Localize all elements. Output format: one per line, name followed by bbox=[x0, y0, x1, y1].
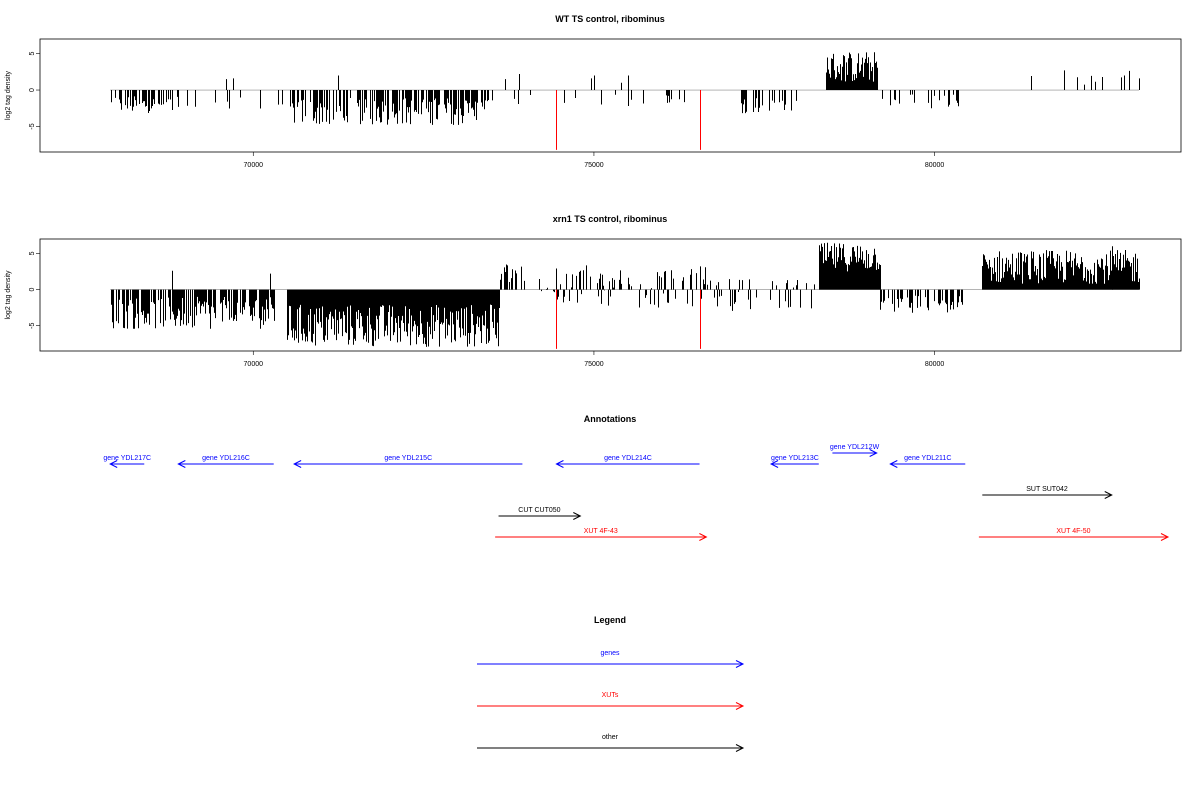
feature-gene-ydl216c: gene YDL216C bbox=[177, 455, 274, 468]
y-tick-label: 0 bbox=[29, 88, 36, 92]
panel-title: WT TS control, ribominus bbox=[555, 14, 665, 24]
legend-label: genes bbox=[600, 650, 620, 657]
legend: Legend genes XUTs other bbox=[477, 615, 745, 752]
y-tick-label: 0 bbox=[29, 288, 36, 292]
arrow-head bbox=[735, 702, 745, 710]
x-tick-label: 70000 bbox=[244, 361, 264, 368]
feature-label: gene YDL216C bbox=[202, 455, 250, 462]
panel-title: xrn1 TS control, ribominus bbox=[553, 214, 668, 224]
feature-gene-ydl214c: gene YDL214C bbox=[555, 455, 700, 468]
feature-label: gene YDL215C bbox=[384, 455, 432, 462]
feature-label: gene YDL213C bbox=[771, 455, 819, 462]
legend-label: XUTs bbox=[602, 692, 619, 699]
panel-2: xrn1 TS control, ribominus -5 0 5 log2 tag d… bbox=[5, 214, 1182, 368]
arrow-head bbox=[869, 449, 878, 457]
x-tick-label: 75000 bbox=[584, 162, 604, 169]
arrow-head bbox=[699, 533, 708, 541]
x-tick-label: 75000 bbox=[584, 361, 604, 368]
feature-cut-cut050: CUT CUT050 bbox=[498, 507, 582, 520]
arrow-head bbox=[735, 744, 745, 752]
legend-label: other bbox=[602, 734, 619, 741]
feature-gene-ydl215c: gene YDL215C bbox=[293, 455, 523, 468]
x-tick-label: 80000 bbox=[925, 162, 945, 169]
legend-title: Legend bbox=[594, 615, 626, 625]
feature-label: XUT 4F-43 bbox=[584, 528, 618, 535]
arrow-head bbox=[293, 460, 302, 468]
feature-sut-sut042: SUT SUT042 bbox=[982, 486, 1113, 499]
feature-label: gene YDL217C bbox=[103, 455, 151, 462]
x-tick-label: 80000 bbox=[925, 361, 945, 368]
feature-label: gene YDL212W bbox=[830, 444, 880, 451]
arrow-head bbox=[573, 512, 582, 520]
feature-label: gene YDL211C bbox=[904, 455, 951, 462]
y-tick-label: -5 bbox=[29, 322, 36, 328]
feature-gene-ydl213c: gene YDL213C bbox=[769, 455, 819, 468]
arrow-head bbox=[889, 460, 898, 468]
legend-item-xuts: XUTs bbox=[477, 692, 745, 710]
feature-xut-4f-43: XUT 4F-43 bbox=[495, 528, 708, 541]
y-tick-label: -5 bbox=[29, 123, 36, 129]
arrow-head bbox=[769, 460, 779, 468]
legend-item-other: other bbox=[477, 734, 745, 752]
feature-label: XUT 4F-50 bbox=[1056, 528, 1090, 535]
feature-gene-ydl212w: gene YDL212W bbox=[830, 444, 880, 457]
y-tick-label: 5 bbox=[29, 52, 36, 56]
arrow-head bbox=[735, 660, 745, 668]
feature-xut-4f-50: XUT 4F-50 bbox=[978, 528, 1170, 541]
plot-frame bbox=[39, 238, 1182, 352]
arrow-head bbox=[1104, 491, 1113, 499]
annotations-track: Annotations gene YDL217C gene YDL216C gene … bbox=[103, 414, 1170, 541]
arrow-head bbox=[555, 460, 564, 468]
coverage-bars bbox=[111, 242, 1140, 347]
feature-label: gene YDL214C bbox=[604, 455, 652, 462]
arrow-head bbox=[109, 460, 118, 468]
annotations-title: Annotations bbox=[584, 414, 637, 424]
feature-gene-ydl211c: gene YDL211C bbox=[889, 455, 966, 468]
feature-gene-ydl217c: gene YDL217C bbox=[103, 455, 151, 468]
y-axis-label: log2 tag density bbox=[5, 270, 12, 320]
y-axis-label: log2 tag density bbox=[5, 70, 12, 120]
legend-item-genes: genes bbox=[477, 650, 745, 668]
x-tick-label: 70000 bbox=[244, 162, 264, 169]
arrow-head bbox=[177, 460, 186, 468]
panel-1: WT TS control, ribominus -5 0 5 log2 tag den… bbox=[5, 14, 1182, 169]
y-tick-label: 5 bbox=[29, 251, 36, 255]
feature-label: SUT SUT042 bbox=[1026, 486, 1068, 493]
plot-frame bbox=[39, 38, 1182, 153]
arrow-head bbox=[1160, 533, 1170, 541]
feature-label: CUT CUT050 bbox=[518, 507, 560, 514]
coverage-bars bbox=[111, 52, 1140, 125]
